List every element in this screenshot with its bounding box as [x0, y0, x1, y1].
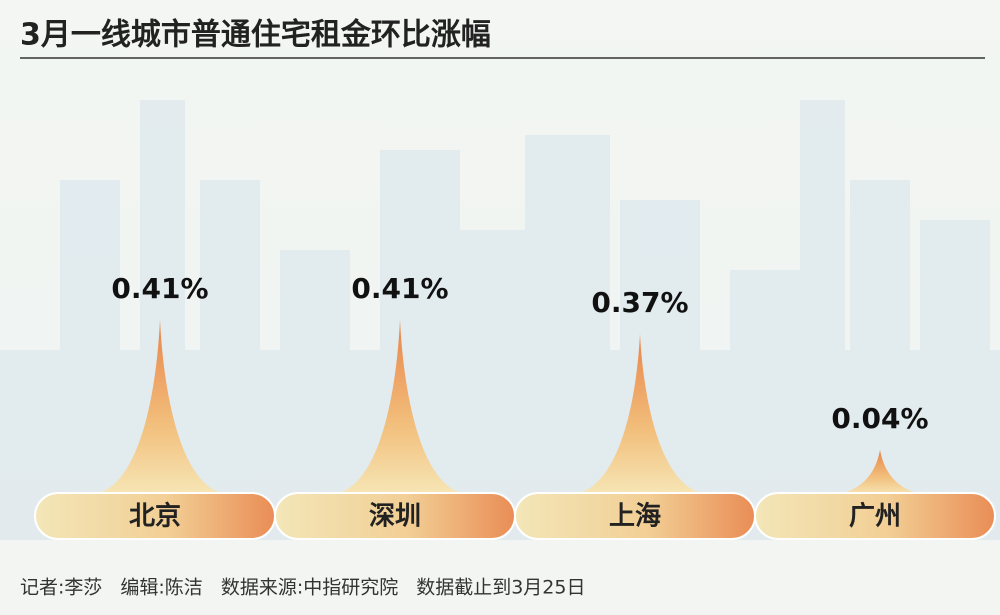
category-label: 深圳 — [369, 502, 421, 532]
value-label: 0.41% — [111, 272, 208, 305]
value-label: 0.37% — [591, 286, 688, 319]
category-label: 广州 — [849, 502, 901, 532]
category-pill — [754, 492, 996, 540]
plot: 北京 0.41% 深圳 0.41% 上海 0.37% 广州 0.04% — [34, 272, 996, 540]
spike — [570, 334, 710, 495]
spike — [330, 320, 470, 495]
spike — [831, 449, 929, 495]
credit: 记者:李莎 — [20, 577, 102, 599]
credits: 记者:李莎 编辑:陈洁 数据来源:中指研究院 数据截止到3月25日 — [20, 577, 585, 599]
footer-band — [0, 540, 1000, 615]
spike — [90, 320, 230, 495]
credit: 编辑:陈洁 — [120, 577, 202, 599]
category-label: 北京 — [129, 501, 181, 532]
credit: 数据截止到3月25日 — [416, 577, 585, 599]
chart-title: 3月一线城市普通住宅租金环比涨幅 — [20, 18, 491, 53]
credit: 数据来源:中指研究院 — [221, 577, 398, 599]
category-label: 上海 — [609, 502, 661, 532]
value-label: 0.04% — [831, 402, 928, 435]
value-label: 0.41% — [351, 272, 448, 305]
